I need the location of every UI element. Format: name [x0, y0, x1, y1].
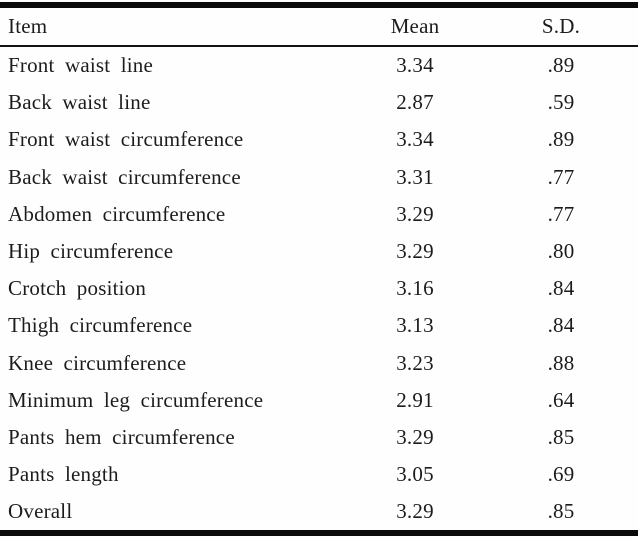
sd-cell: .84 [547, 276, 575, 301]
item-cell: Crotch position [8, 276, 147, 301]
table-row: Front waist circumference 3.34 .89 [0, 121, 638, 158]
table-row: Minimum leg circumference 2.91 .64 [0, 382, 638, 419]
sd-cell: .64 [547, 387, 575, 412]
item-cell: Thigh circumference [8, 313, 193, 338]
mean-cell: 3.05 [396, 462, 434, 487]
mean-cell: 3.29 [396, 499, 434, 524]
mean-cell: 3.29 [396, 201, 434, 226]
mean-cell: 3.34 [396, 53, 434, 78]
sd-cell: .89 [547, 53, 575, 78]
mean-cell: 3.34 [396, 127, 434, 152]
header-item: Item [0, 5, 354, 47]
item-cell: Front waist circumference [8, 127, 244, 152]
table-row: Knee circumference 3.23 .88 [0, 345, 638, 382]
mean-cell: 3.29 [396, 424, 434, 449]
mean-cell: 3.29 [396, 239, 434, 264]
sd-cell: .84 [547, 313, 575, 338]
sd-cell: .77 [547, 164, 575, 189]
item-cell: Abdomen circumference [8, 201, 226, 226]
table-row: Thigh circumference 3.13 .84 [0, 307, 638, 344]
item-cell: Pants hem circumference [8, 424, 235, 449]
sd-cell: .88 [547, 350, 575, 375]
item-cell: Front waist line [8, 53, 154, 78]
item-cell: Knee circumference [8, 350, 187, 375]
table-row: Overall 3.29 .85 [0, 493, 638, 533]
sd-cell: .89 [547, 127, 575, 152]
header-sd: S.D. [476, 5, 638, 47]
sd-cell: .80 [547, 239, 575, 264]
item-cell: Hip circumference [8, 239, 174, 264]
mean-cell: 3.16 [396, 276, 434, 301]
mean-cell: 3.23 [396, 350, 434, 375]
table-row: Abdomen circumference 3.29 .77 [0, 196, 638, 233]
table-row: Back waist circumference 3.31 .77 [0, 159, 638, 196]
item-cell: Pants length [8, 462, 119, 487]
sd-cell: .69 [547, 462, 575, 487]
mean-cell: 3.31 [396, 164, 434, 189]
item-cell: Minimum leg circumference [8, 387, 264, 412]
mean-cell: 3.13 [396, 313, 434, 338]
table-row: Back waist line 2.87 .59 [0, 84, 638, 121]
table-row: Pants hem circumference 3.29 .85 [0, 419, 638, 456]
table-header: Item Mean S.D. [0, 5, 638, 47]
sd-cell: .59 [547, 90, 575, 115]
mean-cell: 2.91 [396, 387, 434, 412]
sd-cell: .77 [547, 201, 575, 226]
header-mean: Mean [354, 5, 476, 47]
header-row: Item Mean S.D. [0, 5, 638, 47]
table-body: Front waist line 3.34 .89 Back waist lin… [0, 46, 638, 533]
sd-cell: .85 [547, 424, 575, 449]
table-row: Crotch position 3.16 .84 [0, 270, 638, 307]
sd-cell: .85 [547, 499, 575, 524]
table-row: Hip circumference 3.29 .80 [0, 233, 638, 270]
item-cell: Back waist circumference [8, 164, 241, 189]
table-row: Front waist line 3.34 .89 [0, 46, 638, 84]
item-cell: Back waist line [8, 90, 151, 115]
item-cell: Overall [8, 499, 73, 524]
mean-cell: 2.87 [396, 90, 434, 115]
table-row: Pants length 3.05 .69 [0, 456, 638, 493]
